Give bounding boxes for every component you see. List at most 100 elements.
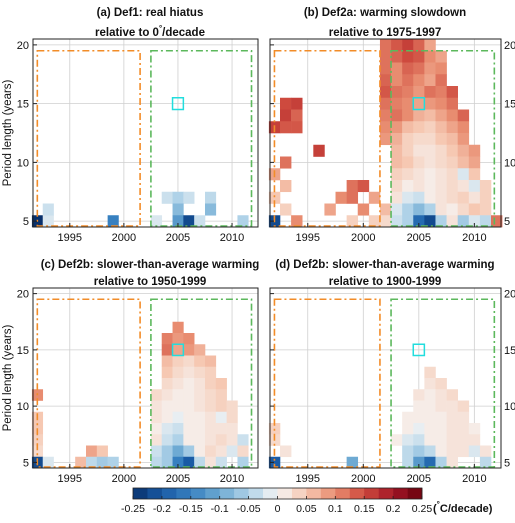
heatmap-cell bbox=[215, 434, 227, 446]
heatmap-cell bbox=[402, 97, 414, 110]
heatmap-cell bbox=[435, 423, 447, 435]
colorbar-segment bbox=[248, 488, 264, 499]
heatmap-cell bbox=[435, 62, 447, 75]
heatmap-cell bbox=[346, 180, 359, 193]
colorbar-segment bbox=[205, 488, 220, 499]
x-tick-label: 1995 bbox=[296, 473, 320, 485]
heatmap-cell bbox=[150, 411, 163, 424]
heatmap-cell bbox=[194, 344, 206, 356]
heatmap-cell bbox=[435, 203, 447, 216]
heatmap-cell bbox=[172, 445, 184, 458]
cyan-marker-box bbox=[171, 343, 185, 357]
heatmap-cell bbox=[183, 191, 195, 204]
heatmap-cell bbox=[150, 389, 163, 401]
heatmap-cell bbox=[435, 109, 447, 122]
heatmap-cell bbox=[194, 355, 206, 368]
heatmap-cell bbox=[391, 109, 403, 122]
colorbar: -0.25 -0.2 -0.15 -0.1 -0.05 0 0.05 0.1 0.15 0.2 0.… bbox=[121, 487, 432, 515]
cyan-marker-box bbox=[171, 97, 185, 111]
orange-period-box bbox=[273, 298, 381, 468]
heatmap-cell bbox=[435, 191, 447, 204]
heatmap-cell bbox=[413, 203, 425, 216]
panel-b-title-line2: relative to 1975-1997 bbox=[329, 27, 442, 39]
heatmap-cell bbox=[237, 434, 249, 446]
heatmap-cell bbox=[479, 445, 492, 458]
heatmap-cell bbox=[357, 203, 370, 216]
x-tick-label: 2005 bbox=[166, 232, 190, 244]
heatmap-cell bbox=[194, 366, 206, 379]
heatmap-cell bbox=[424, 456, 436, 469]
heatmap-cell bbox=[161, 389, 173, 401]
heatmap-cell bbox=[413, 168, 425, 181]
heatmap-cell bbox=[291, 97, 303, 110]
cyan-marker-box bbox=[412, 97, 426, 111]
heatmap-cell bbox=[413, 191, 425, 204]
y-tick-label: 10 bbox=[504, 401, 515, 413]
heatmap-cell bbox=[446, 121, 458, 134]
colorbar-tick-label: -0.15 bbox=[179, 503, 203, 515]
heatmap-cell bbox=[402, 39, 414, 52]
heatmap-cell bbox=[172, 203, 184, 216]
heatmap-cell bbox=[204, 355, 217, 368]
heatmap-cell bbox=[468, 445, 481, 458]
heatmap-cell bbox=[391, 203, 403, 216]
heatmap-cell bbox=[379, 133, 392, 146]
colorbar-segment bbox=[306, 488, 322, 499]
heatmap-cell bbox=[391, 180, 403, 193]
heatmap-cell bbox=[357, 180, 370, 193]
heatmap-cell bbox=[172, 333, 184, 345]
x-tick-label: 2005 bbox=[407, 232, 431, 244]
heatmap-cell bbox=[215, 445, 227, 458]
heatmap-cell bbox=[468, 203, 481, 216]
heatmap-cell bbox=[42, 203, 54, 216]
heatmap-cell bbox=[435, 168, 447, 181]
heatmap-cell bbox=[324, 203, 336, 216]
green-period-box bbox=[150, 49, 253, 227]
heatmap-cell bbox=[204, 411, 217, 424]
heatmap-cell bbox=[424, 133, 436, 146]
x-tick-label: 2000 bbox=[112, 473, 136, 485]
heatmap-cell bbox=[313, 144, 325, 157]
heatmap-cell bbox=[413, 86, 425, 99]
heatmap-cell bbox=[183, 355, 195, 368]
colorbar-segment bbox=[263, 488, 278, 499]
x-tick-label: 2010 bbox=[220, 473, 244, 485]
heatmap-cell bbox=[413, 400, 425, 413]
heatmap-cell bbox=[172, 389, 184, 401]
heatmap-cell bbox=[446, 400, 458, 413]
heatmap-cell bbox=[446, 133, 458, 146]
colorbar-segment bbox=[335, 488, 351, 499]
heatmap-cell bbox=[215, 456, 227, 469]
plot-frame bbox=[269, 287, 502, 469]
heatmap-cell bbox=[150, 215, 163, 228]
heatmap-cell bbox=[279, 97, 292, 110]
heatmap-cell bbox=[413, 97, 425, 110]
heatmap-cell bbox=[468, 423, 481, 435]
heatmap-cell bbox=[346, 215, 359, 228]
colorbar-segment bbox=[291, 488, 307, 499]
heatmap-cell bbox=[391, 50, 403, 63]
heatmap-cell bbox=[413, 74, 425, 87]
heatmap-cell bbox=[424, 423, 436, 435]
heatmap-cell bbox=[446, 423, 458, 435]
heatmap-cell bbox=[424, 389, 436, 401]
heatmap-cell bbox=[183, 411, 195, 424]
heatmap-cell bbox=[226, 400, 238, 413]
heatmap-cell bbox=[435, 215, 447, 228]
heatmap-cell bbox=[161, 355, 173, 368]
heatmap-cell bbox=[457, 168, 470, 181]
heatmap-cell bbox=[161, 423, 173, 435]
y-tick-label: 5 bbox=[23, 216, 29, 228]
heatmap-cell bbox=[379, 86, 392, 99]
heatmap-cell bbox=[424, 378, 436, 390]
heatmap-cell bbox=[204, 191, 217, 204]
heatmap-cell bbox=[161, 378, 173, 390]
heatmap-cell bbox=[413, 434, 425, 446]
x-tick-label: 2005 bbox=[166, 473, 190, 485]
heatmap-cell bbox=[215, 400, 227, 413]
heatmap-cell bbox=[391, 86, 403, 99]
heatmap-cell bbox=[446, 168, 458, 181]
heatmap-cell bbox=[150, 400, 163, 413]
orange-period-box bbox=[36, 298, 141, 468]
heatmap-cell bbox=[446, 456, 458, 469]
